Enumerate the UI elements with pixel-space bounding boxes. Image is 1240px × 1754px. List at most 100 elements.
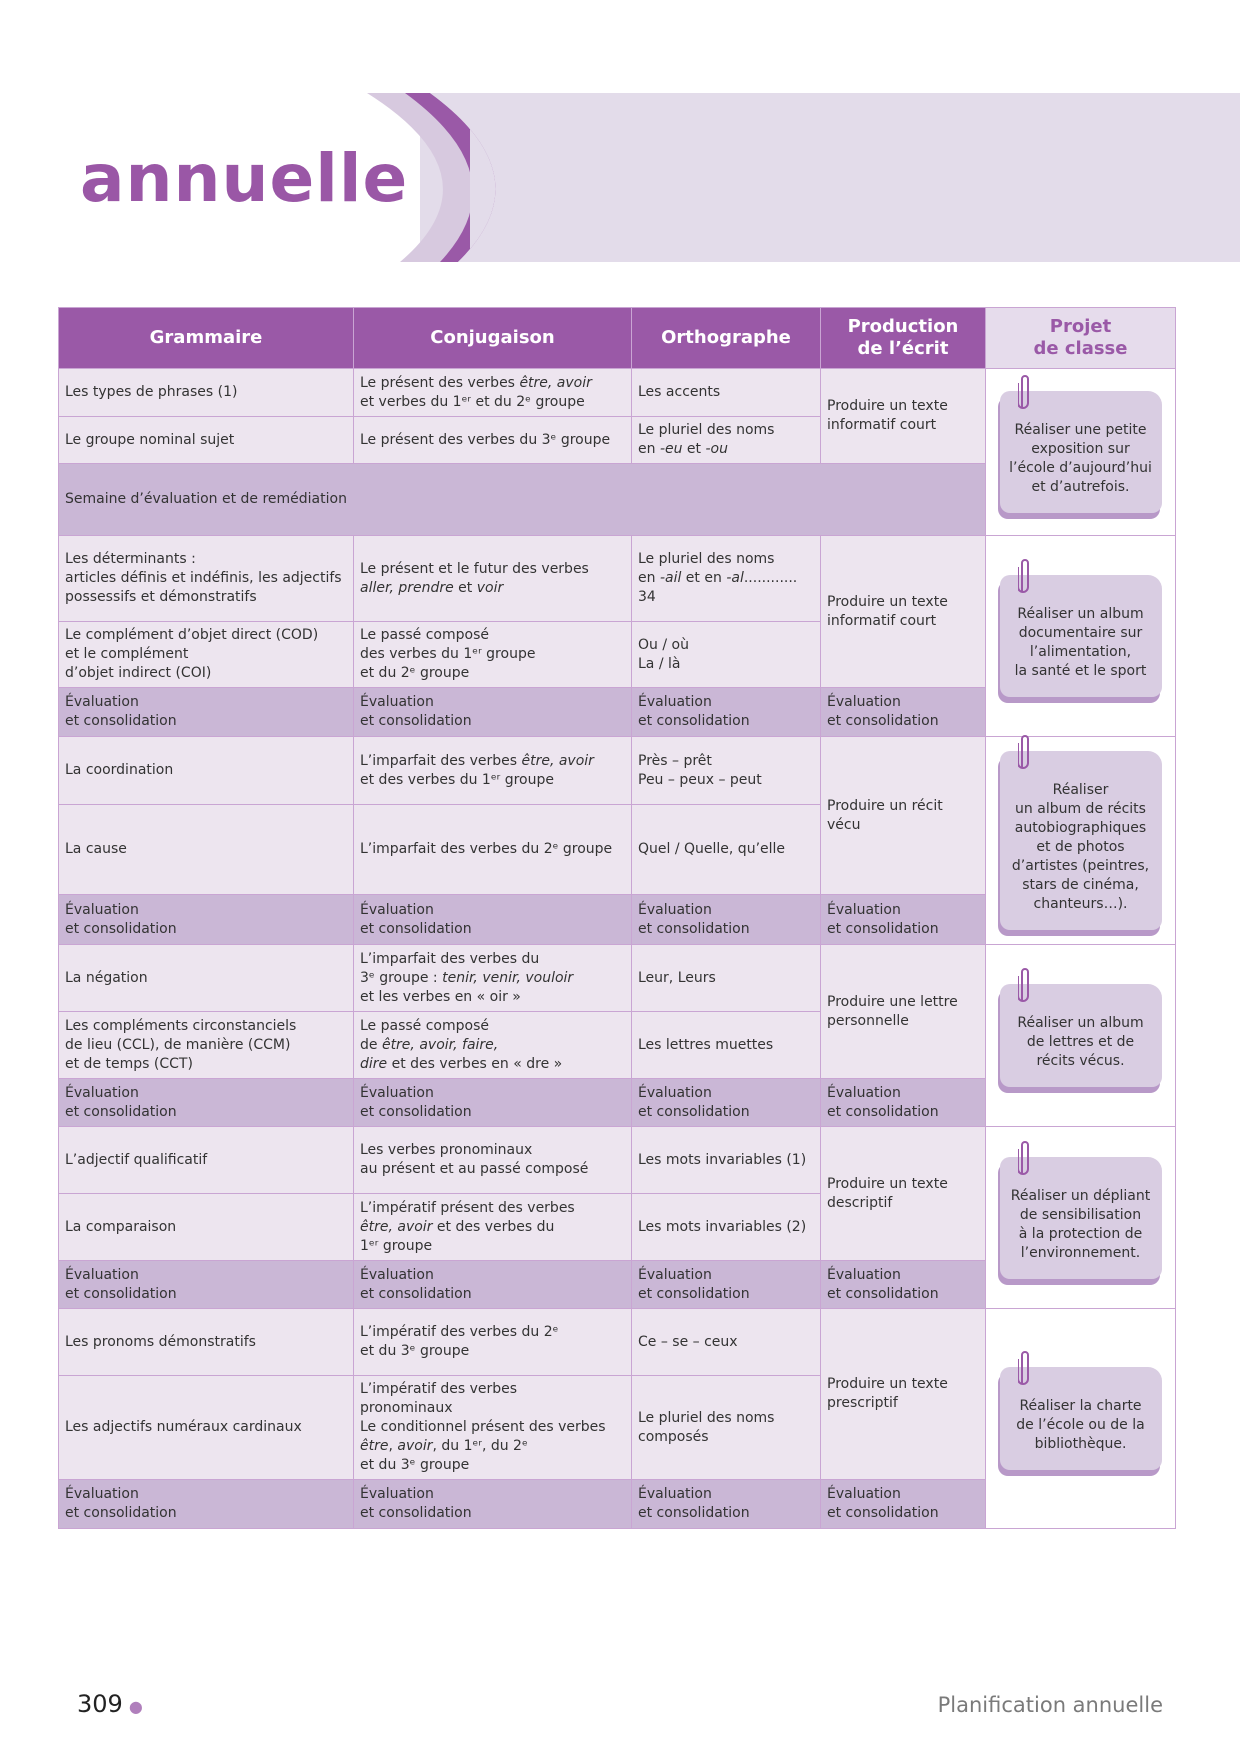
table-row: La comparaison L’impératif présent des ve…	[58, 1193, 1176, 1261]
project-text: Réaliser un dépliant de sensibilisation à …	[1010, 1187, 1151, 1261]
table-row: Les pronoms démonstratifs L’impératif des…	[58, 1308, 1176, 1529]
project-note: Réaliser un dépliant de sensibilisation à …	[999, 1140, 1162, 1279]
grammaire-cell: Évaluation et consolidation	[58, 1479, 354, 1529]
grammaire-cell: Évaluation et consolidation	[58, 1078, 354, 1127]
orthographe-cell: Quel / Quelle, qu’elle	[631, 804, 821, 895]
orthographe-cell: Ou / où La / là	[631, 621, 821, 688]
evaluation-row: Évaluation et consolidation Évaluation et c…	[58, 894, 1176, 945]
column-header-projet: Projet de classe	[985, 307, 1176, 369]
orthographe-cell: Évaluation et consolidation	[631, 1078, 821, 1127]
project-note: Réaliser une petite exposition sur l’école…	[999, 375, 1162, 513]
orthographe-cell: Évaluation et consolidation	[631, 1260, 821, 1309]
evaluation-row: Évaluation et consolidation Évaluation et c…	[58, 1479, 1176, 1529]
orthographe-cell: Évaluation et consolidation	[631, 1479, 821, 1529]
header-banner	[367, 93, 1240, 262]
orthographe-cell: Le pluriel des noms composés	[631, 1375, 821, 1480]
conjugaison-cell: L’impératif présent des verbes être, avoi…	[353, 1193, 632, 1261]
conjugaison-cell: Les verbes pronominaux au présent et au p…	[353, 1126, 632, 1194]
paperclip-icon	[1017, 1351, 1029, 1385]
table-row: Les compléments circonstanciels de lieu (…	[58, 1011, 1176, 1079]
paperclip-icon	[1017, 735, 1029, 769]
table-row: Les déterminants : articles définis et in…	[58, 535, 1176, 737]
table-row: La cause L’imparfait des verbes du 2ᵉ gro…	[58, 804, 1176, 895]
paperclip-icon	[1017, 1140, 1029, 1175]
evaluation-row: Évaluation et consolidation Évaluation et c…	[58, 1078, 1176, 1127]
column-header-production: Production de l’écrit	[820, 307, 986, 369]
project-cell: Réaliser une petite exposition sur l’école…	[985, 368, 1176, 536]
production-cell: Évaluation et consolidation	[820, 894, 986, 945]
column-header-grammaire: Grammaire	[58, 307, 354, 369]
orthographe-cell: Les lettres muettes	[631, 1011, 821, 1079]
conjugaison-cell: L’imparfait des verbes du 3ᵉ groupe : ten…	[353, 944, 632, 1012]
grammaire-cell: La cause	[58, 804, 354, 895]
grammaire-cell: Les types de phrases (1)	[58, 368, 354, 417]
annual-plan-table: Grammaire Conjugaison Orthographe Productio…	[58, 307, 1176, 1529]
project-cell: Réaliser la charte de l’école ou de la bib…	[985, 1308, 1176, 1529]
orthographe-cell: Les accents	[631, 368, 821, 417]
paperclip-icon	[1017, 559, 1029, 593]
production-cell: Produire un texte descriptif	[820, 1126, 986, 1261]
orthographe-cell: Évaluation et consolidation	[631, 687, 821, 737]
column-header-orthographe: Orthographe	[631, 307, 821, 369]
project-text: Réaliser un album de récits autobiographiq…	[1011, 782, 1150, 912]
grammaire-cell: Les pronoms démonstratifs	[58, 1308, 354, 1376]
grammaire-cell: La comparaison	[58, 1193, 354, 1261]
conjugaison-cell: Évaluation et consolidation	[353, 1479, 632, 1529]
orthographe-cell: Leur, Leurs	[631, 944, 821, 1012]
grammaire-cell: La négation	[58, 944, 354, 1012]
conjugaison-cell: Le présent des verbes être, avoir et verb…	[353, 368, 632, 417]
production-cell: Produire un récit vécu	[820, 736, 986, 895]
conjugaison-cell: Évaluation et consolidation	[353, 1260, 632, 1309]
orthographe-cell: Évaluation et consolidation	[631, 894, 821, 945]
grammaire-cell: Le groupe nominal sujet	[58, 416, 354, 464]
grammaire-cell: Évaluation et consolidation	[58, 687, 354, 737]
table-row: La coordination L’imparfait des verbes êt…	[58, 735, 1176, 945]
production-cell: Évaluation et consolidation	[820, 1479, 986, 1529]
table-row: La négation L’imparfait des verbes du 3ᵉ g…	[58, 944, 1176, 1127]
conjugaison-cell: Le passé composé de être, avoir, faire, di…	[353, 1011, 632, 1079]
table-row: L’adjectif qualificatif Les verbes pronom…	[58, 1126, 1176, 1309]
table-row: Les adjectifs numéraux cardinaux L’impéra…	[58, 1375, 1176, 1480]
conjugaison-cell: L’impératif des verbes pronominaux Le cond…	[353, 1375, 632, 1480]
table-row: Le groupe nominal sujet Le présent des ve…	[58, 416, 1176, 464]
production-cell: Produire un texte informatif court	[820, 368, 986, 464]
evaluation-row: Évaluation et consolidation Évaluation et c…	[58, 687, 1176, 737]
grammaire-cell: Évaluation et consolidation	[58, 1260, 354, 1309]
production-cell: Produire un texte prescriptif	[820, 1308, 986, 1480]
grammaire-cell: Les déterminants : articles définis et in…	[58, 535, 354, 622]
paperclip-icon	[1017, 375, 1029, 409]
paperclip-icon	[1017, 968, 1029, 1002]
project-cell: Réaliser un album documentaire sur l’alime…	[985, 535, 1176, 737]
project-text: Réaliser un album documentaire sur l’alime…	[1014, 606, 1147, 679]
orthographe-cell: Les mots invariables (1)	[631, 1126, 821, 1194]
production-cell: Évaluation et consolidation	[820, 1260, 986, 1309]
conjugaison-cell: Évaluation et consolidation	[353, 687, 632, 737]
grammaire-cell: Les compléments circonstanciels de lieu (…	[58, 1011, 354, 1079]
project-text: Réaliser une petite exposition sur l’école…	[1009, 422, 1152, 495]
footer-section-title: Planification annuelle	[937, 1693, 1163, 1717]
project-text: Réaliser la charte de l’école ou de la bib…	[1016, 1398, 1145, 1452]
conjugaison-cell: L’imparfait des verbes du 2ᵉ groupe	[353, 804, 632, 895]
conjugaison-cell: Le présent des verbes du 3ᵉ groupe	[353, 416, 632, 464]
bullet-icon: ●	[128, 1697, 143, 1716]
project-note: Réaliser un album documentaire sur l’alime…	[999, 559, 1162, 697]
page-number: 309 ●	[77, 1690, 143, 1718]
grammaire-cell: Les adjectifs numéraux cardinaux	[58, 1375, 354, 1480]
page-number-text: 309	[77, 1690, 123, 1718]
orthographe-cell: Les mots invariables (2)	[631, 1193, 821, 1261]
project-note: Réaliser un album de lettres et de récits …	[999, 968, 1162, 1087]
conjugaison-cell: L’impératif des verbes du 2ᵉ et du 3ᵉ gro…	[353, 1308, 632, 1376]
page-title: annuelle	[80, 140, 409, 217]
project-text: Réaliser un album de lettres et de récits …	[1017, 1015, 1144, 1069]
project-cell: Réaliser un album de récits autobiographiq…	[985, 735, 1176, 945]
project-cell: Réaliser un dépliant de sensibilisation à …	[985, 1126, 1176, 1309]
table-row: Les types de phrases (1) Le présent des v…	[58, 368, 1176, 536]
production-cell: Évaluation et consolidation	[820, 687, 986, 737]
orthographe-cell: Le pluriel des noms en -ail et en -al....…	[631, 535, 821, 622]
grammaire-cell: Évaluation et consolidation	[58, 894, 354, 945]
evaluation-week-cell: Semaine d’évaluation et de remédiation	[58, 463, 986, 536]
orthographe-cell: Ce – se – ceux	[631, 1308, 821, 1376]
project-cell: Réaliser un album de lettres et de récits …	[985, 944, 1176, 1127]
project-note: Réaliser la charte de l’école ou de la bib…	[999, 1351, 1162, 1470]
production-cell: Produire un texte informatif court	[820, 535, 986, 688]
